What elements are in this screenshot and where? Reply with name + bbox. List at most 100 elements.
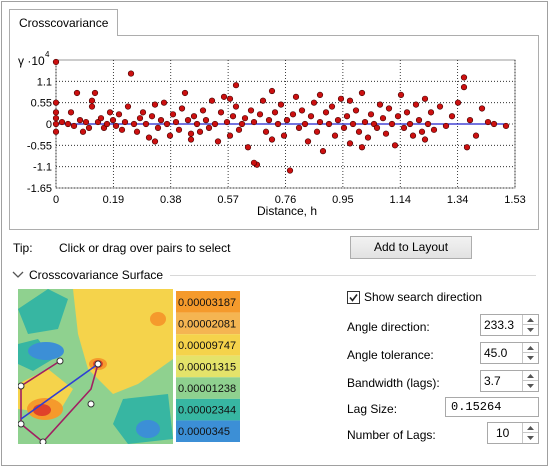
data-point[interactable]: [466, 117, 474, 124]
data-point[interactable]: [109, 117, 117, 124]
data-point[interactable]: [283, 117, 291, 124]
data-point[interactable]: [358, 89, 366, 97]
data-point[interactable]: [217, 109, 225, 116]
data-point[interactable]: [280, 132, 288, 139]
data-point[interactable]: [205, 124, 213, 131]
data-point[interactable]: [181, 89, 189, 97]
spin-up-icon[interactable]: [523, 315, 538, 325]
data-point[interactable]: [52, 109, 60, 116]
data-point[interactable]: [316, 91, 324, 99]
data-point[interactable]: [136, 115, 144, 122]
data-point[interactable]: [70, 122, 78, 130]
spin-up-icon[interactable]: [523, 423, 538, 433]
data-point[interactable]: [442, 122, 450, 130]
data-point[interactable]: [430, 126, 438, 133]
data-point[interactable]: [301, 120, 309, 128]
data-point[interactable]: [322, 109, 330, 116]
data-point[interactable]: [484, 118, 492, 126]
data-point[interactable]: [295, 124, 303, 131]
data-point[interactable]: [502, 122, 510, 130]
number-of-lags-spinner[interactable]: 10: [487, 422, 539, 444]
data-point[interactable]: [91, 89, 99, 97]
data-point[interactable]: [250, 159, 258, 166]
data-point[interactable]: [112, 122, 120, 130]
data-point[interactable]: [52, 58, 60, 66]
data-point[interactable]: [472, 132, 480, 139]
data-point[interactable]: [265, 117, 273, 124]
data-point[interactable]: [373, 124, 381, 131]
data-point[interactable]: [427, 109, 435, 116]
data-point[interactable]: [52, 120, 60, 128]
data-point[interactable]: [316, 118, 324, 126]
data-point[interactable]: [325, 120, 333, 128]
data-point[interactable]: [220, 93, 228, 100]
add-to-layout-button[interactable]: Add to Layout: [350, 236, 472, 259]
data-point[interactable]: [358, 144, 366, 151]
data-point[interactable]: [331, 132, 339, 139]
data-point[interactable]: [376, 101, 384, 108]
spinner-arrows[interactable]: [522, 343, 538, 363]
data-point[interactable]: [247, 107, 255, 114]
data-point[interactable]: [244, 144, 252, 151]
crosscovariance-chart[interactable]: 1.1 0.55 0 -0.55 -1.1 -1.65 0 0.19 0.38 0.57 0.76…: [10, 36, 538, 229]
spin-up-icon[interactable]: [523, 343, 538, 353]
data-point[interactable]: [232, 82, 240, 89]
data-point[interactable]: [115, 111, 123, 118]
data-point[interactable]: [88, 103, 96, 110]
data-point[interactable]: [214, 138, 222, 145]
data-point[interactable]: [52, 99, 60, 106]
data-point[interactable]: [52, 115, 60, 122]
data-point[interactable]: [388, 120, 396, 128]
data-point[interactable]: [382, 130, 390, 137]
data-point[interactable]: [313, 128, 321, 135]
data-point[interactable]: [211, 120, 219, 128]
data-point[interactable]: [346, 97, 354, 104]
spin-down-icon[interactable]: [523, 325, 538, 335]
data-point[interactable]: [154, 124, 162, 131]
data-point[interactable]: [175, 126, 183, 133]
sector-handle[interactable]: [94, 360, 102, 368]
data-point[interactable]: [346, 140, 354, 147]
spin-down-icon[interactable]: [523, 433, 538, 443]
data-point[interactable]: [187, 136, 195, 143]
spin-down-icon[interactable]: [523, 353, 538, 363]
sector-handle[interactable]: [18, 382, 25, 390]
data-point[interactable]: [124, 103, 132, 110]
data-point[interactable]: [157, 117, 165, 124]
data-point[interactable]: [460, 84, 468, 91]
data-point[interactable]: [337, 95, 345, 102]
data-point[interactable]: [79, 128, 87, 135]
data-point[interactable]: [76, 117, 84, 124]
spin-down-icon[interactable]: [523, 381, 538, 391]
data-point[interactable]: [127, 70, 135, 77]
spinner-arrows[interactable]: [522, 423, 538, 443]
bandwidth-spinner[interactable]: 3.7: [480, 370, 539, 392]
data-point[interactable]: [106, 109, 114, 116]
data-point[interactable]: [367, 111, 375, 118]
spin-up-icon[interactable]: [523, 371, 538, 381]
data-point[interactable]: [235, 126, 243, 133]
data-point[interactable]: [277, 101, 285, 108]
data-point[interactable]: [52, 128, 60, 135]
data-point[interactable]: [256, 111, 264, 118]
data-point[interactable]: [361, 118, 369, 126]
data-point[interactable]: [268, 136, 276, 143]
data-point[interactable]: [274, 120, 282, 128]
data-point[interactable]: [151, 138, 159, 145]
data-point[interactable]: [436, 103, 444, 110]
data-point[interactable]: [208, 97, 216, 104]
data-point[interactable]: [310, 99, 318, 106]
angle-direction-spinner[interactable]: 233.3: [480, 314, 539, 336]
data-point[interactable]: [415, 117, 423, 124]
data-point[interactable]: [355, 128, 363, 135]
data-point[interactable]: [190, 113, 198, 120]
data-point[interactable]: [268, 87, 276, 95]
data-point[interactable]: [418, 128, 426, 135]
data-point[interactable]: [226, 95, 234, 102]
data-point[interactable]: [412, 101, 420, 108]
data-point[interactable]: [232, 103, 240, 110]
data-point[interactable]: [394, 113, 402, 120]
data-point[interactable]: [196, 128, 204, 135]
data-point[interactable]: [298, 107, 306, 114]
data-point[interactable]: [133, 128, 141, 135]
